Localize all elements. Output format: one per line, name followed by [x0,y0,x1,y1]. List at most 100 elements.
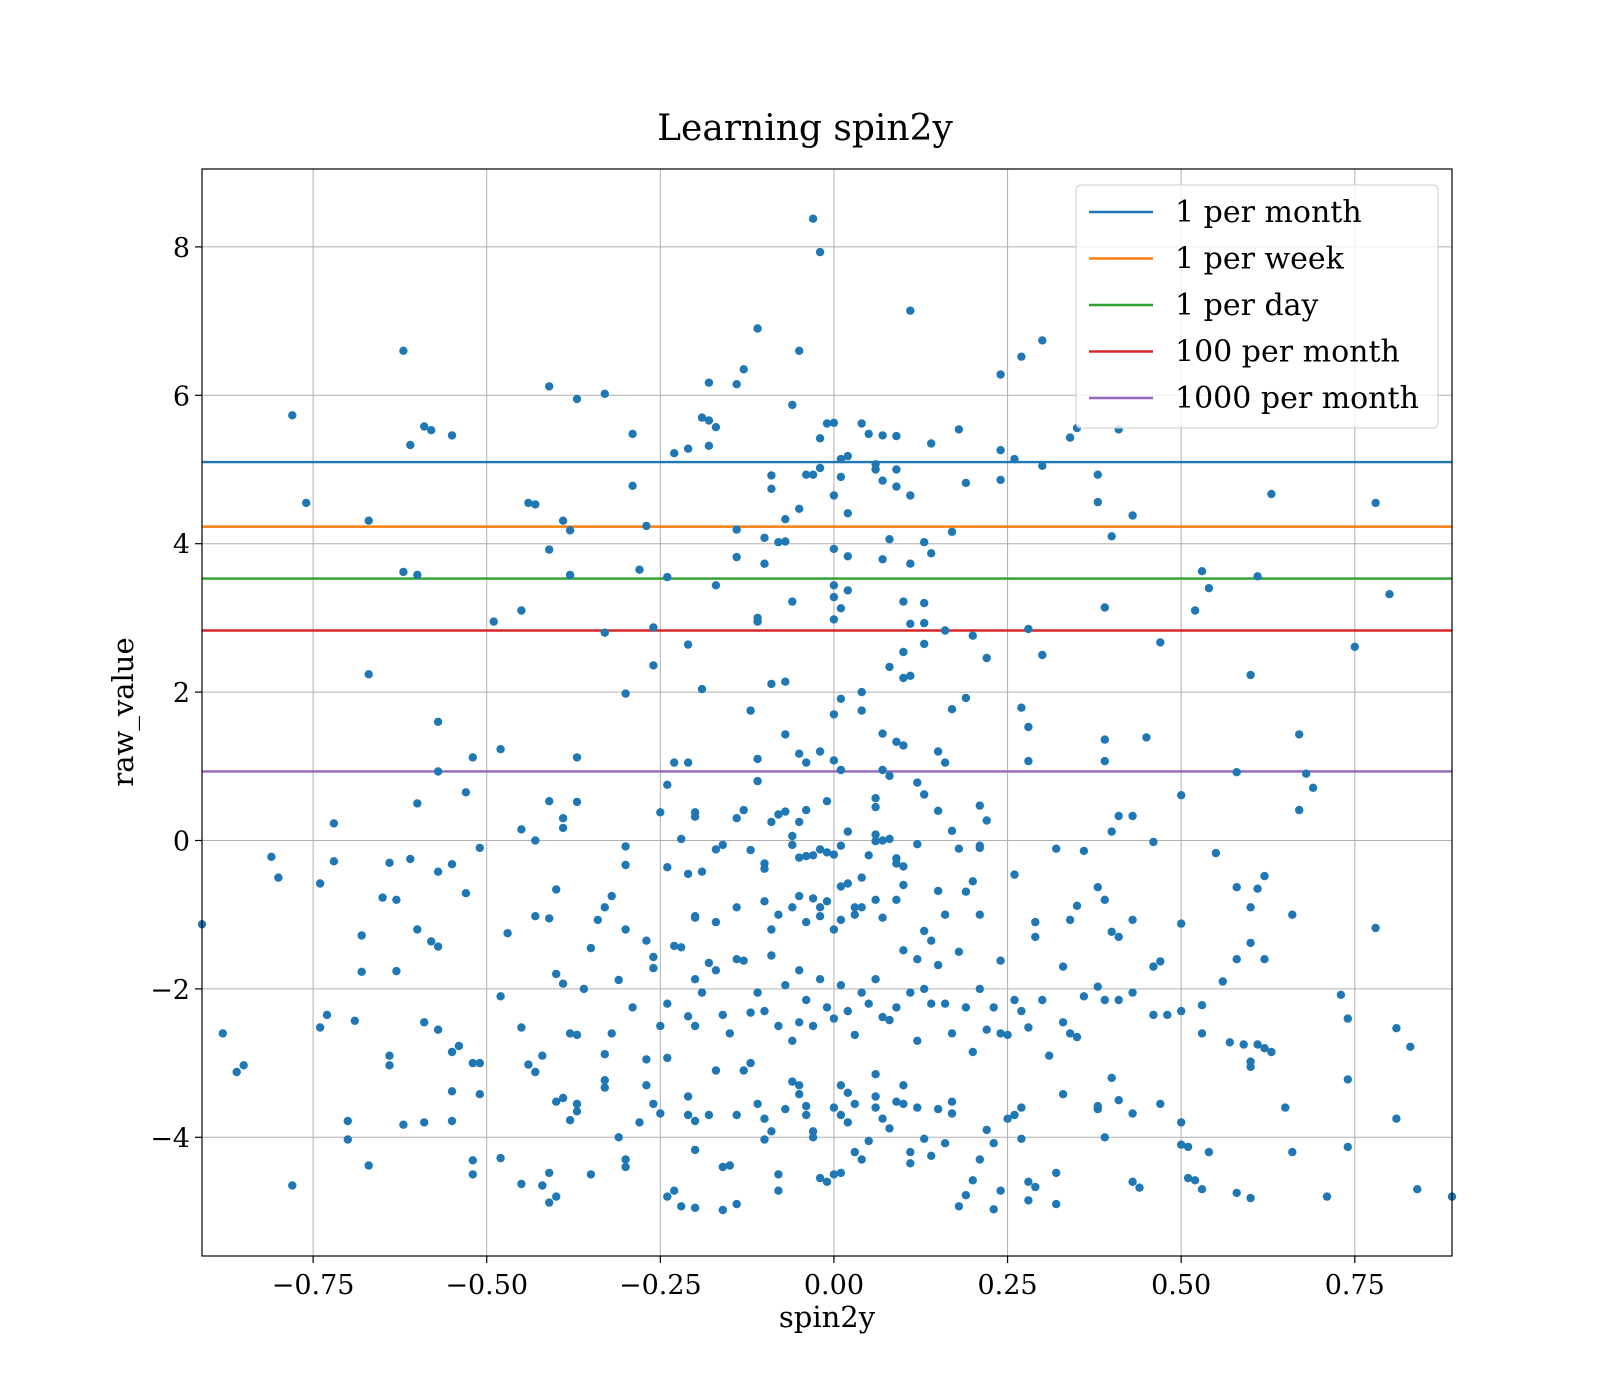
data-point [433,867,443,876]
data-point [1322,1192,1332,1201]
data-point [802,1101,811,1111]
data-point [802,851,811,861]
data-point [885,834,894,844]
data-point [857,706,866,715]
data-point [683,1012,693,1021]
data-point [1246,1062,1255,1072]
data-point [538,1181,547,1190]
y-tick-label: −2 [150,975,190,1006]
data-point [677,943,686,952]
data-point [1038,650,1047,660]
data-point [725,1161,734,1170]
data-point [732,552,741,562]
data-point [947,1109,957,1118]
data-point [413,799,422,808]
data-point [871,837,880,846]
data-point [947,705,957,714]
data-point [753,617,762,626]
data-point [996,956,1005,965]
data-point [1003,1114,1012,1123]
data-point [621,1162,630,1172]
data-point [760,1135,769,1144]
data-point [753,776,762,786]
data-point [406,440,415,450]
data-point [836,1168,846,1178]
data-point [1045,1051,1054,1060]
data-point [947,1097,957,1106]
data-point [399,1120,408,1129]
data-point [822,1003,832,1012]
data-point [795,1090,804,1099]
data-point [364,516,373,525]
data-point [899,597,908,606]
data-point [746,1008,755,1017]
data-point [940,1139,950,1148]
data-point [447,1116,457,1126]
data-point [996,1186,1005,1195]
data-point [906,671,915,680]
data-point [871,975,880,984]
data-point [621,689,630,698]
data-point [892,895,901,904]
data-point [878,555,887,564]
data-point [954,425,964,434]
x-tick-label: 0.25 [977,1270,1037,1301]
data-point [558,1093,568,1103]
data-point [760,864,769,873]
data-point [871,895,880,904]
data-point [871,802,880,812]
data-point [427,426,436,435]
data-point [1128,1177,1137,1187]
data-point [385,1061,394,1070]
data-point [565,570,575,580]
data-point [906,1159,915,1168]
data-point [711,845,721,854]
data-point [1024,624,1033,634]
data-point [704,378,714,387]
data-point [628,1003,637,1012]
data-point [1142,733,1151,742]
data-point [725,1029,734,1038]
data-point [836,882,846,891]
data-point [1065,1029,1075,1038]
data-point [892,431,901,441]
data-point [1072,1032,1082,1042]
data-point [795,966,804,975]
data-point [961,478,971,488]
data-point [739,805,748,815]
data-point [690,1203,700,1213]
data-point [802,995,811,1005]
data-point [961,1003,971,1012]
data-point [808,1127,818,1136]
data-point [1065,915,1075,925]
data-point [864,851,873,860]
data-point [663,1192,672,1201]
data-point [732,1199,741,1209]
data-point [586,1170,596,1179]
data-point [1246,903,1255,912]
data-point [531,912,540,921]
data-point [788,400,797,410]
data-point [545,545,554,554]
data-point [288,1181,297,1190]
data-point [545,797,554,806]
data-point [746,1058,755,1068]
data-point [524,498,533,508]
data-point [940,758,950,767]
data-point [433,767,443,776]
data-point [1100,735,1110,744]
data-point [767,925,776,934]
data-point [614,1133,623,1142]
data-point [1239,1040,1248,1049]
data-point [760,559,769,568]
data-point [788,1036,797,1046]
data-point [1024,756,1033,766]
data-point [690,1145,700,1155]
data-point [920,926,929,936]
data-point [871,794,880,803]
data-point [302,498,311,508]
data-point [1204,584,1214,593]
data-point [1260,871,1269,881]
data-point [683,640,693,649]
data-point [1038,461,1047,470]
